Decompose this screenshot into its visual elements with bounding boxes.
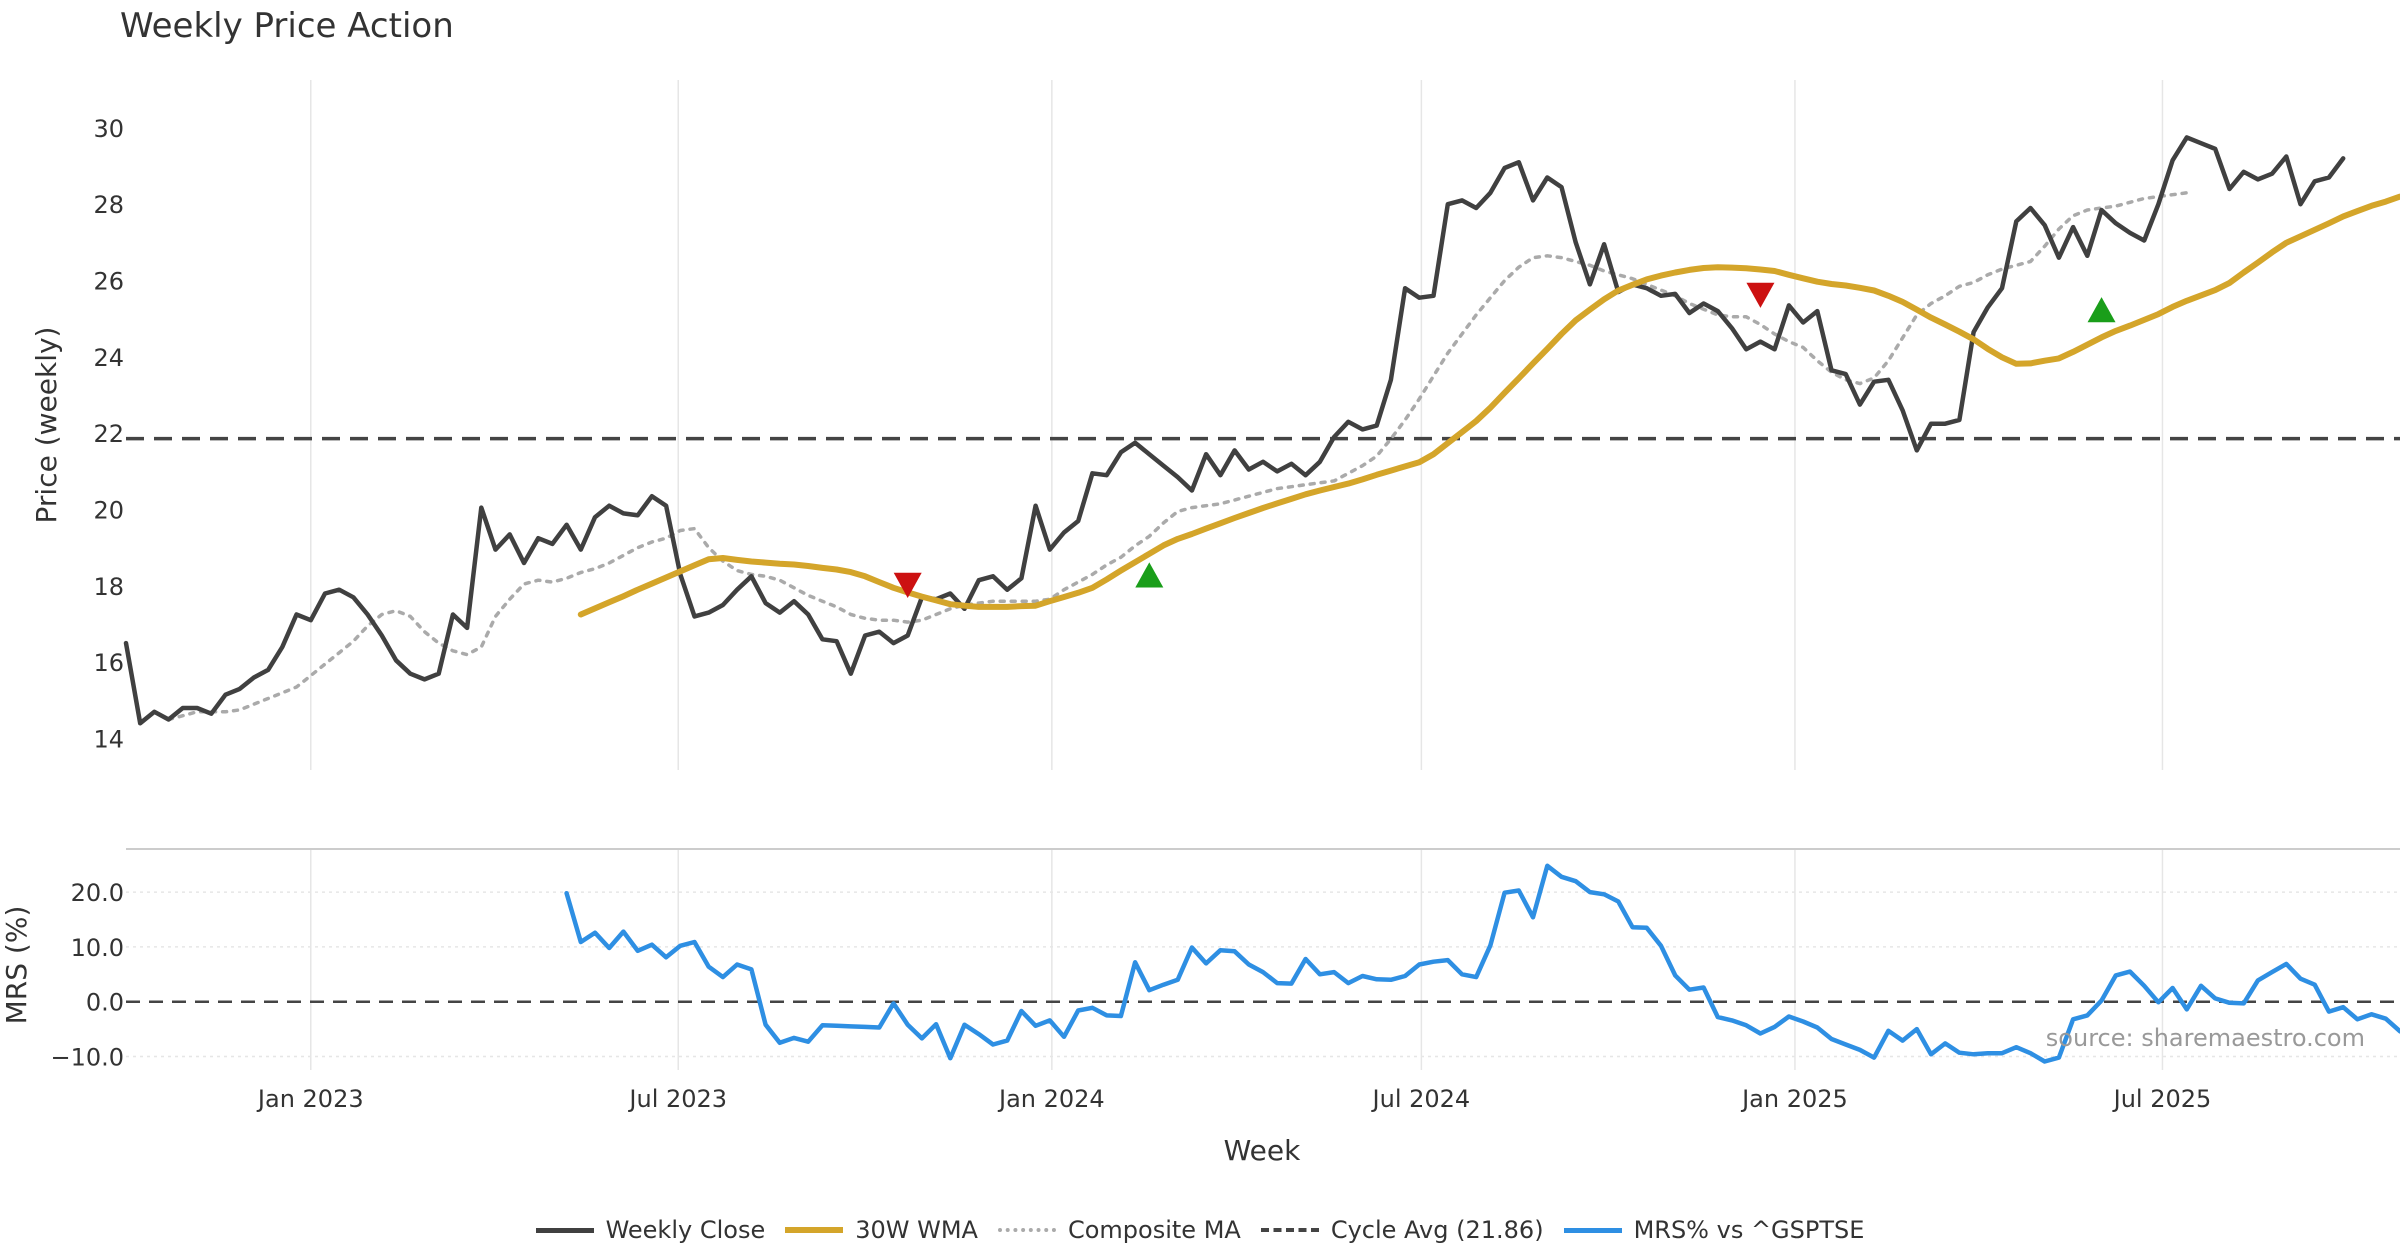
- x-axis-ticks: Jan 2023 Jul 2023 Jan 2024 Jul 2024 Jan 2025…: [256, 1085, 2211, 1113]
- price-y-tick-label: 22: [93, 420, 124, 448]
- mrs-y-axis-label: MRS (%): [0, 906, 33, 1025]
- price-y-tick-label: 26: [93, 268, 124, 296]
- sell-signal-marker: [893, 572, 922, 598]
- mrs-y-tick-label: 10.0: [71, 934, 124, 962]
- legend-item-composite-ma[interactable]: Composite MA: [997, 1216, 1241, 1244]
- legend-item-weekly-close[interactable]: Weekly Close: [535, 1216, 766, 1244]
- legend-label: 30W WMA: [855, 1216, 978, 1244]
- legend-swatch-30w-wma: [785, 1227, 844, 1233]
- legend-swatch-composite-ma: [997, 1228, 1056, 1232]
- price-y-tick-label: 30: [93, 115, 124, 143]
- x-tick-label: Jul 2024: [1371, 1085, 1471, 1113]
- legend-label: Weekly Close: [605, 1216, 766, 1244]
- mrs-line: [564, 863, 2400, 1064]
- x-tick-label: Jul 2025: [2112, 1085, 2212, 1113]
- price-y-tick-label: 20: [93, 497, 124, 525]
- price-y-ticks: 14 16 18 20 22 24 26 28 30: [93, 115, 124, 754]
- legend-item-mrs[interactable]: MRS% vs ^GSPTSE: [1563, 1216, 1865, 1244]
- legend-label: MRS% vs ^GSPTSE: [1633, 1216, 1865, 1244]
- mrs-y-ticks: −10.0 0.0 10.0 20.0: [50, 879, 124, 1071]
- chart-title: Weekly Price Action: [120, 6, 454, 46]
- legend-swatch-weekly-close: [535, 1227, 594, 1233]
- price-y-tick-label: 18: [93, 573, 124, 601]
- price-y-axis-label: Price (weekly): [30, 327, 63, 524]
- x-tick-label: Jan 2024: [997, 1085, 1105, 1113]
- mrs-y-tick-label: 0.0: [86, 989, 124, 1017]
- price-y-tick-label: 24: [93, 344, 124, 372]
- signal-markers: [893, 282, 2116, 598]
- wma-30w-line: [577, 193, 2400, 618]
- mrs-grid: [126, 850, 2400, 1070]
- legend-swatch-cycle-avg: [1260, 1228, 1319, 1232]
- price-series-group: [123, 135, 2400, 726]
- source-note: source: sharemaestro.com: [2046, 1024, 2365, 1052]
- mrs-y-tick-label: −10.0: [50, 1044, 124, 1072]
- sell-signal-marker: [1746, 282, 1775, 308]
- mrs-y-tick-label: 20.0: [71, 879, 124, 907]
- x-axis-label: Week: [1224, 1134, 1301, 1167]
- price-y-tick-label: 28: [93, 191, 124, 219]
- legend-item-cycle-avg[interactable]: Cycle Avg (21.86): [1260, 1216, 1544, 1244]
- mrs-series-group: [564, 863, 2400, 1064]
- price-y-tick-label: 16: [93, 649, 124, 677]
- legend-label: Composite MA: [1067, 1216, 1241, 1244]
- x-tick-label: Jan 2023: [256, 1085, 364, 1113]
- buy-signal-marker: [2087, 297, 2116, 323]
- x-tick-label: Jan 2025: [1740, 1085, 1848, 1113]
- price-grid: [310, 80, 2164, 770]
- composite-ma-line: [166, 191, 2189, 722]
- weekly-close-line: [123, 135, 2346, 726]
- price-y-tick-label: 14: [93, 726, 124, 754]
- legend-item-30w-wma[interactable]: 30W WMA: [785, 1216, 978, 1244]
- legend-swatch-mrs: [1563, 1227, 1622, 1233]
- buy-signal-marker: [1135, 562, 1164, 588]
- legend-label: Cycle Avg (21.86): [1330, 1216, 1544, 1244]
- chart-legend: Weekly Close 30W WMA Composite MA Cycle …: [0, 1210, 2400, 1250]
- x-tick-label: Jul 2023: [627, 1085, 727, 1113]
